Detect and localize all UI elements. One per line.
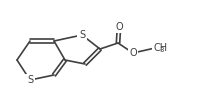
Text: O: O — [129, 48, 137, 58]
Text: O: O — [115, 22, 123, 32]
Text: S: S — [79, 30, 85, 40]
Text: CH: CH — [153, 43, 167, 53]
Text: S: S — [27, 75, 33, 85]
Text: 3: 3 — [160, 47, 164, 53]
